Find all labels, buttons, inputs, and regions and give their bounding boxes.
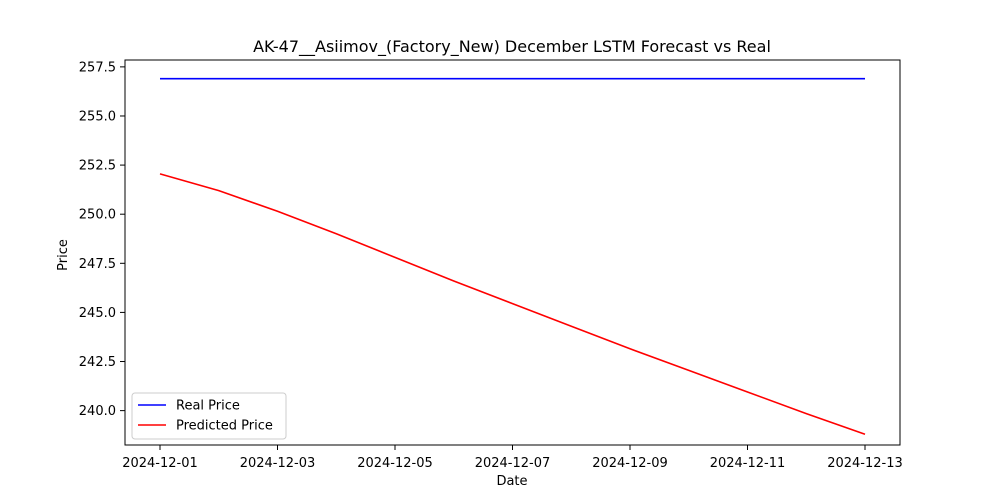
plot-background: [125, 60, 900, 445]
x-tick-label: 2024-12-07: [475, 456, 551, 471]
axes: 2024-12-01 2024-12-03 2024-12-05 2024-12-07…: [79, 59, 903, 471]
x-tick-label: 2024-12-03: [240, 456, 316, 471]
y-tick-label: 250.0: [79, 208, 116, 223]
legend-box: [131, 392, 287, 440]
x-tick-label: 2024-12-13: [827, 456, 903, 471]
y-tick-label: 247.5: [79, 257, 116, 272]
x-axis-label: Date: [496, 474, 527, 489]
y-tick-label: 257.5: [79, 60, 116, 75]
legend-entry: Predicted Price: [176, 419, 273, 434]
legend-entry: Real Price: [176, 399, 240, 414]
x-tick-label: 2024-12-11: [710, 456, 786, 471]
legend: Real Price Predicted Price: [131, 392, 287, 440]
y-axis-label: Price: [56, 239, 71, 271]
x-tick-label: 2024-12-05: [357, 456, 433, 471]
series-layer: [159, 77, 866, 435]
y-tick-label: 245.0: [79, 306, 116, 321]
y-tick-label: 255.0: [79, 109, 116, 124]
plot-area: [125, 60, 900, 445]
chart-title: AK-47__Asiimov_(Factory_New) December LS…: [253, 37, 771, 57]
y-tick-label: 240.0: [79, 404, 116, 419]
x-tick-label: 2024-12-01: [122, 456, 198, 471]
y-tick-label: 242.5: [79, 355, 116, 370]
y-tick-label: 252.5: [79, 159, 116, 174]
x-tick-label: 2024-12-09: [592, 456, 668, 471]
